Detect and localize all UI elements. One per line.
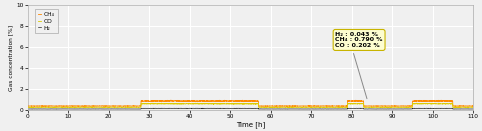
CO	[470, 107, 476, 108]
H₂	[76, 108, 81, 110]
CH₄	[196, 101, 201, 102]
X-axis label: Time [h]: Time [h]	[236, 121, 265, 127]
H₂	[428, 107, 433, 109]
Line: CO: CO	[27, 103, 473, 108]
CH₄	[120, 106, 126, 107]
H₂	[25, 108, 30, 110]
CO	[25, 107, 30, 108]
Y-axis label: Gas concentration [%]: Gas concentration [%]	[8, 25, 13, 91]
CO	[414, 103, 419, 104]
CH₄	[25, 105, 30, 107]
CH₄	[414, 100, 419, 101]
CH₄	[462, 105, 468, 107]
CO	[462, 107, 468, 108]
H₂	[331, 108, 336, 110]
H₂	[414, 108, 419, 109]
Legend: CH₄, CO, H₂: CH₄, CO, H₂	[35, 9, 57, 33]
H₂	[215, 107, 221, 109]
H₂	[470, 108, 476, 110]
CO	[159, 102, 164, 104]
CO	[76, 107, 81, 108]
H₂	[462, 108, 468, 110]
CO	[196, 103, 201, 104]
CO	[215, 103, 221, 105]
CH₄	[215, 100, 221, 102]
CO	[102, 107, 108, 108]
CH₄	[102, 105, 108, 107]
Text: H₂ : 0.043 %
CH₄ : 0.790 %
CO : 0.202 %: H₂ : 0.043 % CH₄ : 0.790 % CO : 0.202 %	[335, 32, 383, 99]
Line: H₂: H₂	[27, 108, 473, 109]
CH₄	[470, 105, 476, 107]
CH₄	[168, 99, 174, 101]
CO	[300, 107, 306, 108]
H₂	[102, 108, 108, 110]
H₂	[196, 108, 201, 109]
Line: CH₄: CH₄	[27, 100, 473, 107]
CH₄	[76, 105, 81, 107]
